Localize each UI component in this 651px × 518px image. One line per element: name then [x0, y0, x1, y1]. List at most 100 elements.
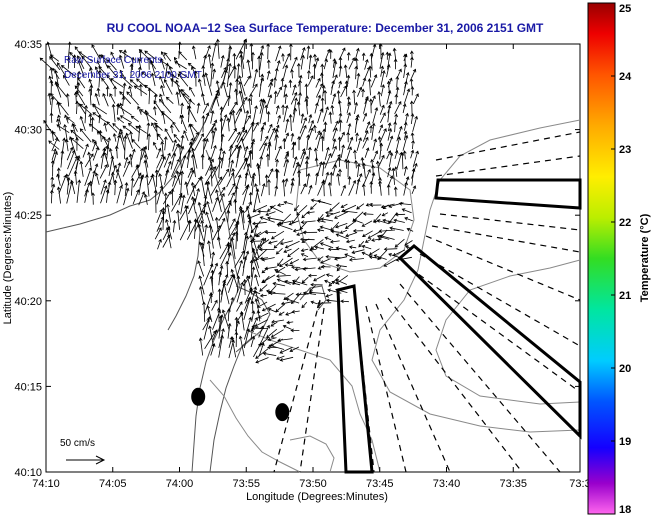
current-vector	[232, 52, 237, 69]
current-vector	[75, 136, 79, 151]
current-vector	[266, 43, 270, 60]
current-vector	[304, 98, 309, 115]
current-vector	[146, 122, 151, 140]
current-vector	[70, 179, 76, 195]
current-vector	[290, 132, 295, 142]
current-vector	[262, 351, 277, 356]
current-vector	[354, 47, 360, 61]
current-vector	[338, 65, 343, 77]
current-vector	[70, 129, 84, 142]
current-vector	[236, 259, 243, 277]
current-vector	[281, 178, 286, 197]
current-vector	[295, 292, 309, 297]
current-vector	[299, 124, 307, 141]
scale-arrow	[66, 455, 106, 465]
current-vector	[272, 281, 286, 287]
current-vector	[268, 127, 276, 142]
current-vector	[227, 322, 232, 339]
current-vector	[211, 42, 218, 62]
current-vector	[383, 259, 397, 267]
current-vector	[233, 66, 237, 79]
current-vector	[283, 64, 289, 80]
current-vector	[200, 153, 205, 170]
current-vector	[228, 45, 233, 60]
current-vector	[220, 54, 225, 68]
current-vector	[325, 273, 334, 277]
station-marker	[191, 387, 206, 406]
current-vector	[297, 135, 301, 151]
current-vector	[157, 238, 162, 250]
station-markers	[191, 387, 290, 422]
current-vector	[300, 248, 309, 253]
current-vector	[348, 57, 356, 70]
coastline-segment	[45, 43, 231, 233]
current-vector	[404, 216, 413, 222]
current-vector	[241, 209, 246, 224]
current-vector	[106, 59, 117, 71]
current-vector	[335, 279, 347, 285]
current-vector	[242, 109, 250, 133]
current-vector	[207, 53, 212, 69]
y-tick-label: 40:10	[14, 467, 42, 479]
current-vector	[270, 321, 278, 327]
current-vector	[79, 103, 93, 116]
current-vector	[257, 209, 268, 214]
current-vector	[385, 51, 390, 60]
current-vector	[300, 253, 309, 258]
current-vector	[114, 145, 119, 159]
current-vector	[380, 84, 385, 97]
current-vector	[180, 170, 185, 194]
current-vector	[137, 124, 142, 142]
current-vector	[102, 92, 109, 107]
current-vector	[76, 90, 86, 106]
current-vector	[329, 239, 340, 244]
scale-label: 50 cm/s	[60, 438, 95, 449]
current-vector	[276, 274, 291, 279]
current-vector	[118, 131, 126, 151]
current-vector	[300, 148, 306, 160]
current-vector	[209, 166, 214, 187]
current-vector	[362, 112, 368, 122]
current-vector	[362, 212, 374, 216]
current-vector	[317, 256, 324, 261]
current-vector	[230, 268, 238, 286]
x-tick-label: 73:3	[569, 478, 590, 490]
current-vector	[401, 208, 412, 214]
current-vector	[296, 205, 308, 216]
current-vector	[160, 84, 165, 96]
current-vector	[259, 293, 267, 298]
current-vector	[289, 43, 293, 61]
current-vector	[139, 147, 144, 167]
current-vector	[292, 84, 297, 96]
sst-contour	[209, 379, 301, 473]
current-vector	[293, 97, 298, 115]
current-vector	[290, 68, 294, 79]
current-vector	[163, 79, 173, 95]
current-vector	[327, 181, 332, 197]
current-vector	[302, 257, 317, 262]
current-vector	[394, 93, 399, 105]
current-vector	[49, 189, 54, 204]
current-vector	[410, 149, 415, 159]
current-vector	[324, 279, 332, 284]
current-vector	[320, 97, 325, 113]
current-vector	[156, 147, 162, 159]
current-vector	[332, 60, 338, 79]
current-vector	[111, 103, 116, 122]
current-vector	[279, 356, 294, 362]
current-vector	[363, 168, 371, 185]
current-vector	[395, 136, 401, 151]
current-vector	[167, 71, 179, 80]
current-vector	[315, 172, 319, 186]
current-vector	[218, 334, 224, 358]
current-vector	[320, 264, 331, 269]
current-vector	[290, 181, 295, 194]
current-vector	[203, 194, 208, 214]
current-vector	[130, 177, 135, 196]
current-vector	[79, 160, 84, 177]
current-vector	[49, 56, 61, 71]
radial-line	[425, 235, 581, 301]
current-vector	[267, 308, 277, 313]
current-vector	[247, 213, 261, 220]
current-vector	[184, 181, 189, 196]
